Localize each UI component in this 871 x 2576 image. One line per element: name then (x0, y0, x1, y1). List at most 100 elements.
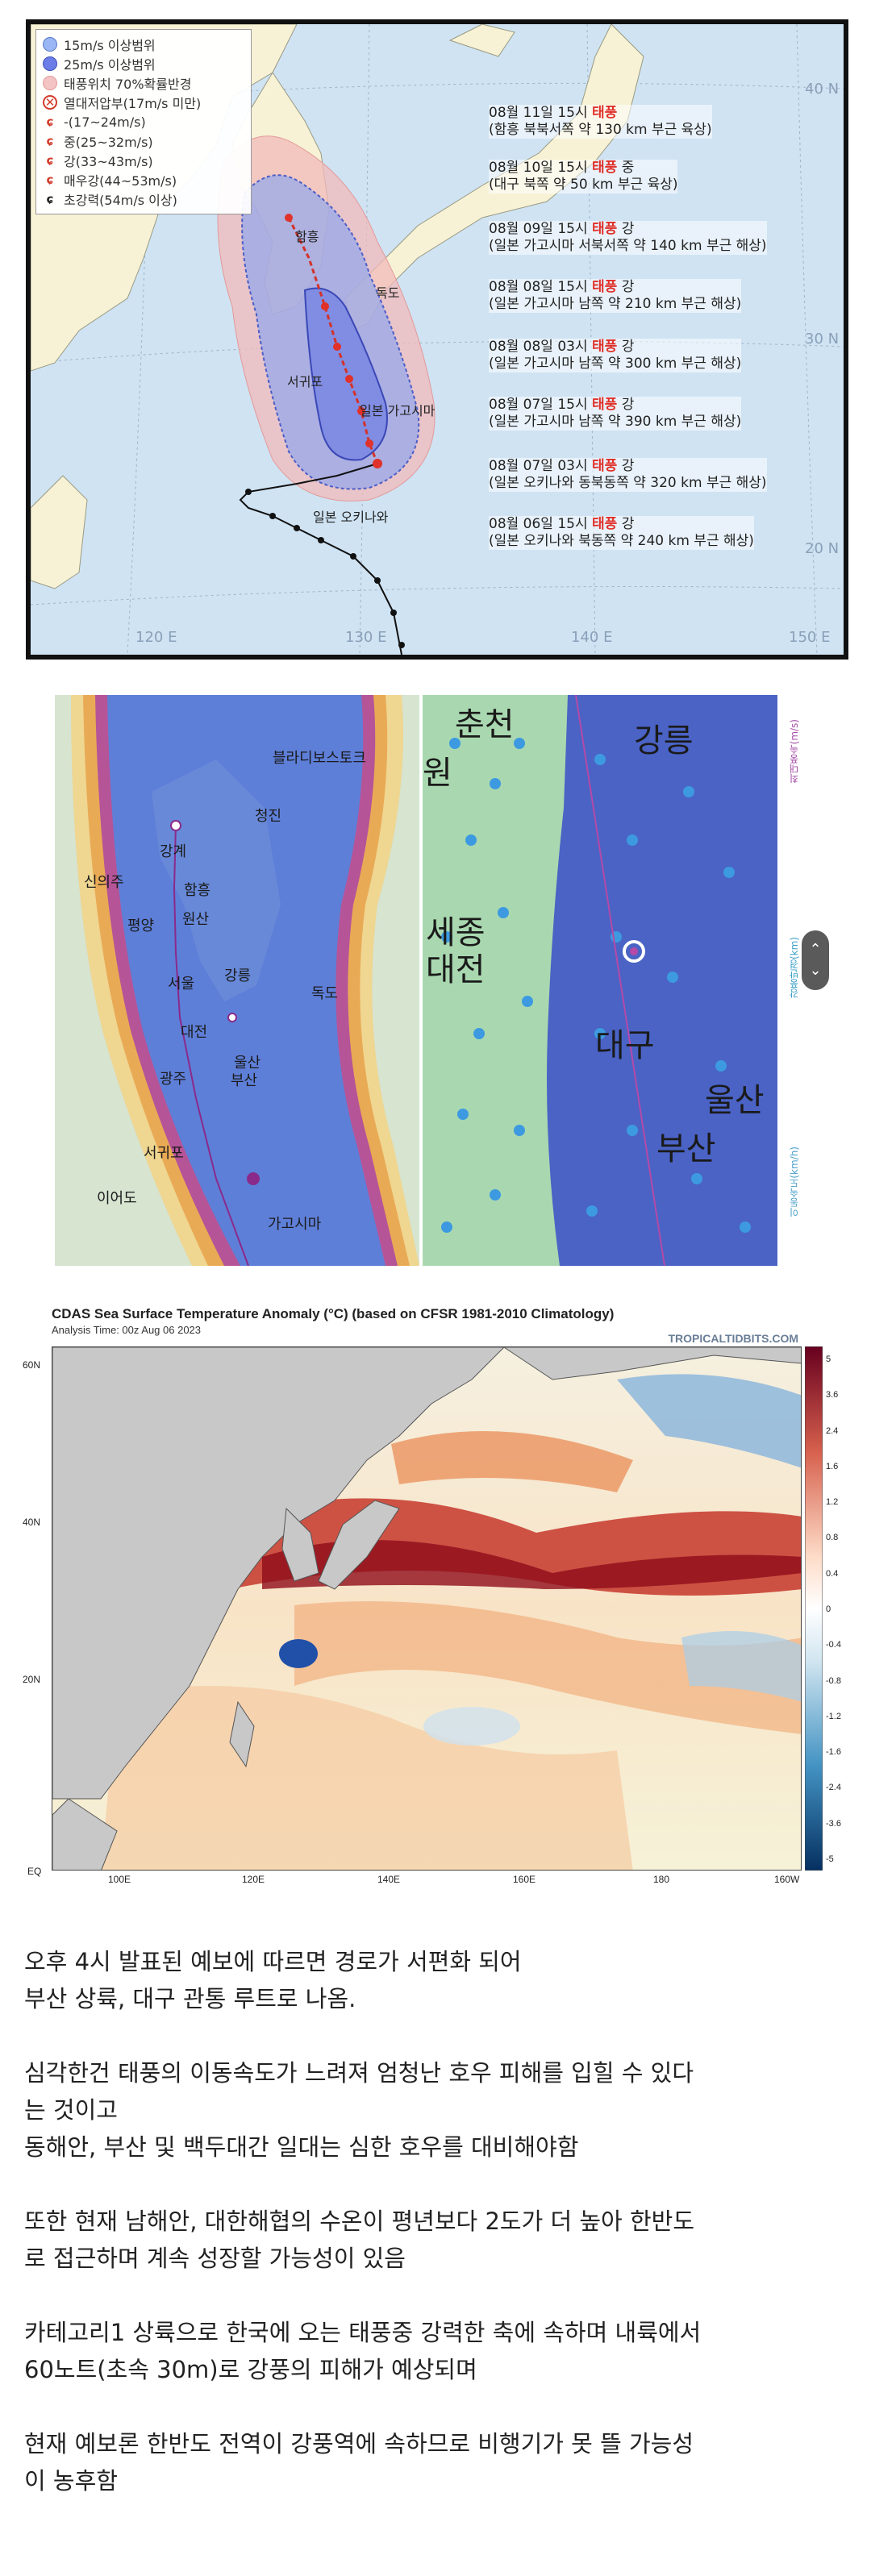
city-label: 가고시마 (268, 1216, 322, 1233)
city-label: 서귀포 (144, 1145, 184, 1162)
city-label: 청진 (255, 808, 282, 825)
typhoon-symbol-icon: ɕ (46, 134, 54, 148)
lon-label: 150 E (789, 629, 831, 646)
tropical-depression-icon: ✕ (43, 95, 57, 110)
wind-25-circle-icon (43, 56, 57, 71)
lon-axis-label: 160E (513, 1874, 536, 1885)
place-label: 일본 오키나와 (313, 510, 389, 525)
radar-side-controls: 최대풍속(m/s) 강풍반경(km) 이동속도(km/h) ⌃ ⌄ (781, 695, 829, 1266)
legend-label: 열대저압부(17m/s 미만) (64, 96, 202, 111)
map-title: CDAS Sea Surface Temperature Anomaly (°C… (52, 1306, 615, 1321)
legend-item: ɕ 중(25~32m/s) (43, 131, 244, 151)
map-legend: 15m/s 이상범위 25m/s 이상범위 태풍위치 70%확률반경 ✕ 열대저압… (35, 29, 252, 214)
legend-label: 강(33~43m/s) (64, 154, 153, 169)
legend-item: 15m/s 이상범위 (43, 35, 244, 54)
lon-label: 130 E (345, 629, 387, 646)
legend-label: 매우강(44~53m/s) (64, 173, 177, 189)
side-axis-label: 최대풍속(m/s) (789, 719, 800, 784)
lon-axis-label: 120E (242, 1874, 265, 1885)
article-paragraph: 오후 4시 발표된 예보에 따르면 경로가 서편화 되어 부산 상륙, 대구 관통… (24, 1948, 522, 2012)
side-axis-label: 이동속도(km/h) (789, 1147, 800, 1217)
track-label: 08월 07일 03시 태풍 강 (일본 오키나와 동북동쪽 약 320 km 부… (489, 458, 767, 492)
colorbar-tick-label: -1.2 (826, 1711, 841, 1721)
track-label: 08월 08일 03시 태풍 강 (일본 가고시마 남쪽 약 300 km 부근 … (489, 339, 742, 372)
typhoon-symbol-icon: ɕ (46, 192, 54, 206)
legend-label: -(17~24m/s) (64, 114, 146, 130)
lon-axis-label: 160W (774, 1874, 800, 1885)
lon-axis-label: 180 (653, 1874, 670, 1885)
city-label: 신의주 (84, 874, 124, 891)
city-label: 블라디보스토크 (273, 750, 366, 767)
legend-item: ɕ -(17~24m/s) (43, 112, 244, 131)
chevron-down-icon[interactable]: ⌄ (809, 962, 822, 979)
colorbar-tick-label: 2.4 (826, 1425, 839, 1436)
place-label: 독도 (376, 285, 400, 301)
colorbar-tick-label: 0.4 (826, 1568, 839, 1579)
probability-radius-icon (43, 76, 57, 90)
article-paragraph: 또한 현재 남해안, 대한해협의 수온이 평년보다 2도가 더 높아 한반도 로 … (24, 2208, 694, 2272)
colorbar-tick-label: 1.2 (826, 1497, 839, 1508)
scroll-control[interactable]: ⌃ ⌄ (802, 930, 829, 990)
lat-axis-label: 40N (23, 1517, 41, 1528)
track-label: 08월 10일 15시 태풍 중 (대구 북쪽 약 50 km 부근 육상) (489, 160, 678, 194)
typhoon-symbol-icon: ɕ (46, 114, 54, 129)
place-label: 일본 가고시마 (360, 403, 436, 418)
map-subtitle: Analysis Time: 00z Aug 06 2023 (52, 1324, 202, 1336)
city-label: 울산 (705, 1082, 765, 1119)
sst-plot (52, 1346, 802, 1871)
typhoon-track-map: 15m/s 이상범위 25m/s 이상범위 태풍위치 70%확률반경 ✕ 열대저압… (26, 19, 848, 660)
colorbar-tick-label: -2.4 (826, 1783, 841, 1793)
city-label: 독도 (311, 985, 339, 1002)
colorbar-tick-label: -3.6 (826, 1818, 841, 1829)
colorbar-tick-label: -1.6 (826, 1747, 841, 1758)
sst-anomaly-map: CDAS Sea Surface Temperature Anomaly (°C… (23, 1295, 848, 1891)
city-label: 평양 (127, 918, 155, 934)
city-label: 원 (423, 755, 452, 792)
legend-item: ɕ 초강력(54m/s 이상) (43, 189, 244, 209)
wind-15-circle-icon (43, 37, 57, 52)
typhoon-symbol-icon: ɕ (46, 153, 54, 168)
article-paragraph: 카테고리1 상륙으로 한국에 오는 태풍중 강력한 축에 속하며 내륙에서 60노… (24, 2319, 702, 2383)
wide-map-graphic (55, 695, 419, 1266)
city-label: 대전 (426, 951, 486, 988)
legend-item: ɕ 매우강(44~53m/s) (43, 170, 244, 189)
legend-item: 태풍위치 70%확률반경 (43, 73, 244, 93)
lat-axis-label: 60N (23, 1359, 41, 1371)
chevron-up-icon[interactable]: ⌃ (809, 941, 822, 958)
track-label: 08월 06일 15시 태풍 강 (일본 오키나와 북동쪽 약 240 km 부근… (489, 516, 754, 550)
city-label: 강계 (160, 843, 187, 860)
lon-label: 140 E (571, 629, 613, 646)
colorbar-tick-label: 3.6 (826, 1390, 839, 1400)
city-label: 강릉 (634, 722, 694, 759)
city-label: 광주 (160, 1071, 187, 1088)
colorbar-tick-label: 5 (826, 1355, 831, 1364)
city-label: 춘천 (455, 706, 515, 743)
city-label: 대구 (595, 1027, 655, 1064)
track-label: 08월 08일 15시 태풍 강 (일본 가고시마 남쪽 약 210 km 부근 … (489, 279, 742, 313)
colorbar-tick-label: 1.6 (826, 1461, 839, 1471)
colorbar-tick-label: -0.4 (826, 1640, 841, 1650)
lon-label: 120 E (135, 629, 177, 646)
legend-label: 중(25~32m/s) (64, 135, 153, 150)
legend-label: 25m/s 이상범위 (64, 57, 156, 73)
source-brand: TROPICALTIDBITS.COM (668, 1332, 798, 1345)
legend-label: 초강력(54m/s 이상) (64, 193, 177, 208)
city-label: 세종 (426, 914, 486, 951)
track-label: 08월 07일 15시 태풍 강 (일본 가고시마 남쪽 약 390 km 부근 … (489, 397, 742, 431)
radar-panels: 블라디보스토크 청진 강계 신의주 함흥 평양 원산 서울 강릉 독도 대전 울… (55, 695, 829, 1266)
city-label: 부산 (231, 1072, 258, 1089)
lat-label: 30 N (805, 331, 840, 347)
colorbar (805, 1346, 823, 1871)
colorbar-tick-label: 0 (826, 1604, 831, 1614)
typhoon-symbol-icon: ɕ (46, 173, 54, 187)
legend-item: ✕ 열대저압부(17m/s 미만) (43, 93, 244, 112)
radar-wide-map: 블라디보스토크 청진 강계 신의주 함흥 평양 원산 서울 강릉 독도 대전 울… (55, 695, 419, 1266)
legend-label: 15m/s 이상범위 (64, 38, 156, 53)
lat-label: 20 N (805, 540, 840, 557)
article-paragraph: 심각한건 태풍의 이동속도가 느려져 엄청난 호우 피해를 입힐 수 있다 는 것… (24, 2059, 694, 2161)
lon-axis-label: 100E (108, 1874, 131, 1885)
city-label: 울산 (234, 1055, 261, 1072)
article-paragraph: 현재 예보론 한반도 전역이 강풍역에 속하므로 비행기가 못 뜰 가능성 이 농… (24, 2430, 694, 2495)
colorbar-tick-label: -0.8 (826, 1675, 841, 1686)
zoom-map-graphic (423, 695, 777, 1266)
